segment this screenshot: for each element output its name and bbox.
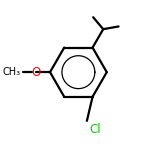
Text: CH₃: CH₃ <box>3 67 21 77</box>
Text: Cl: Cl <box>89 123 101 136</box>
Text: O: O <box>31 66 40 79</box>
